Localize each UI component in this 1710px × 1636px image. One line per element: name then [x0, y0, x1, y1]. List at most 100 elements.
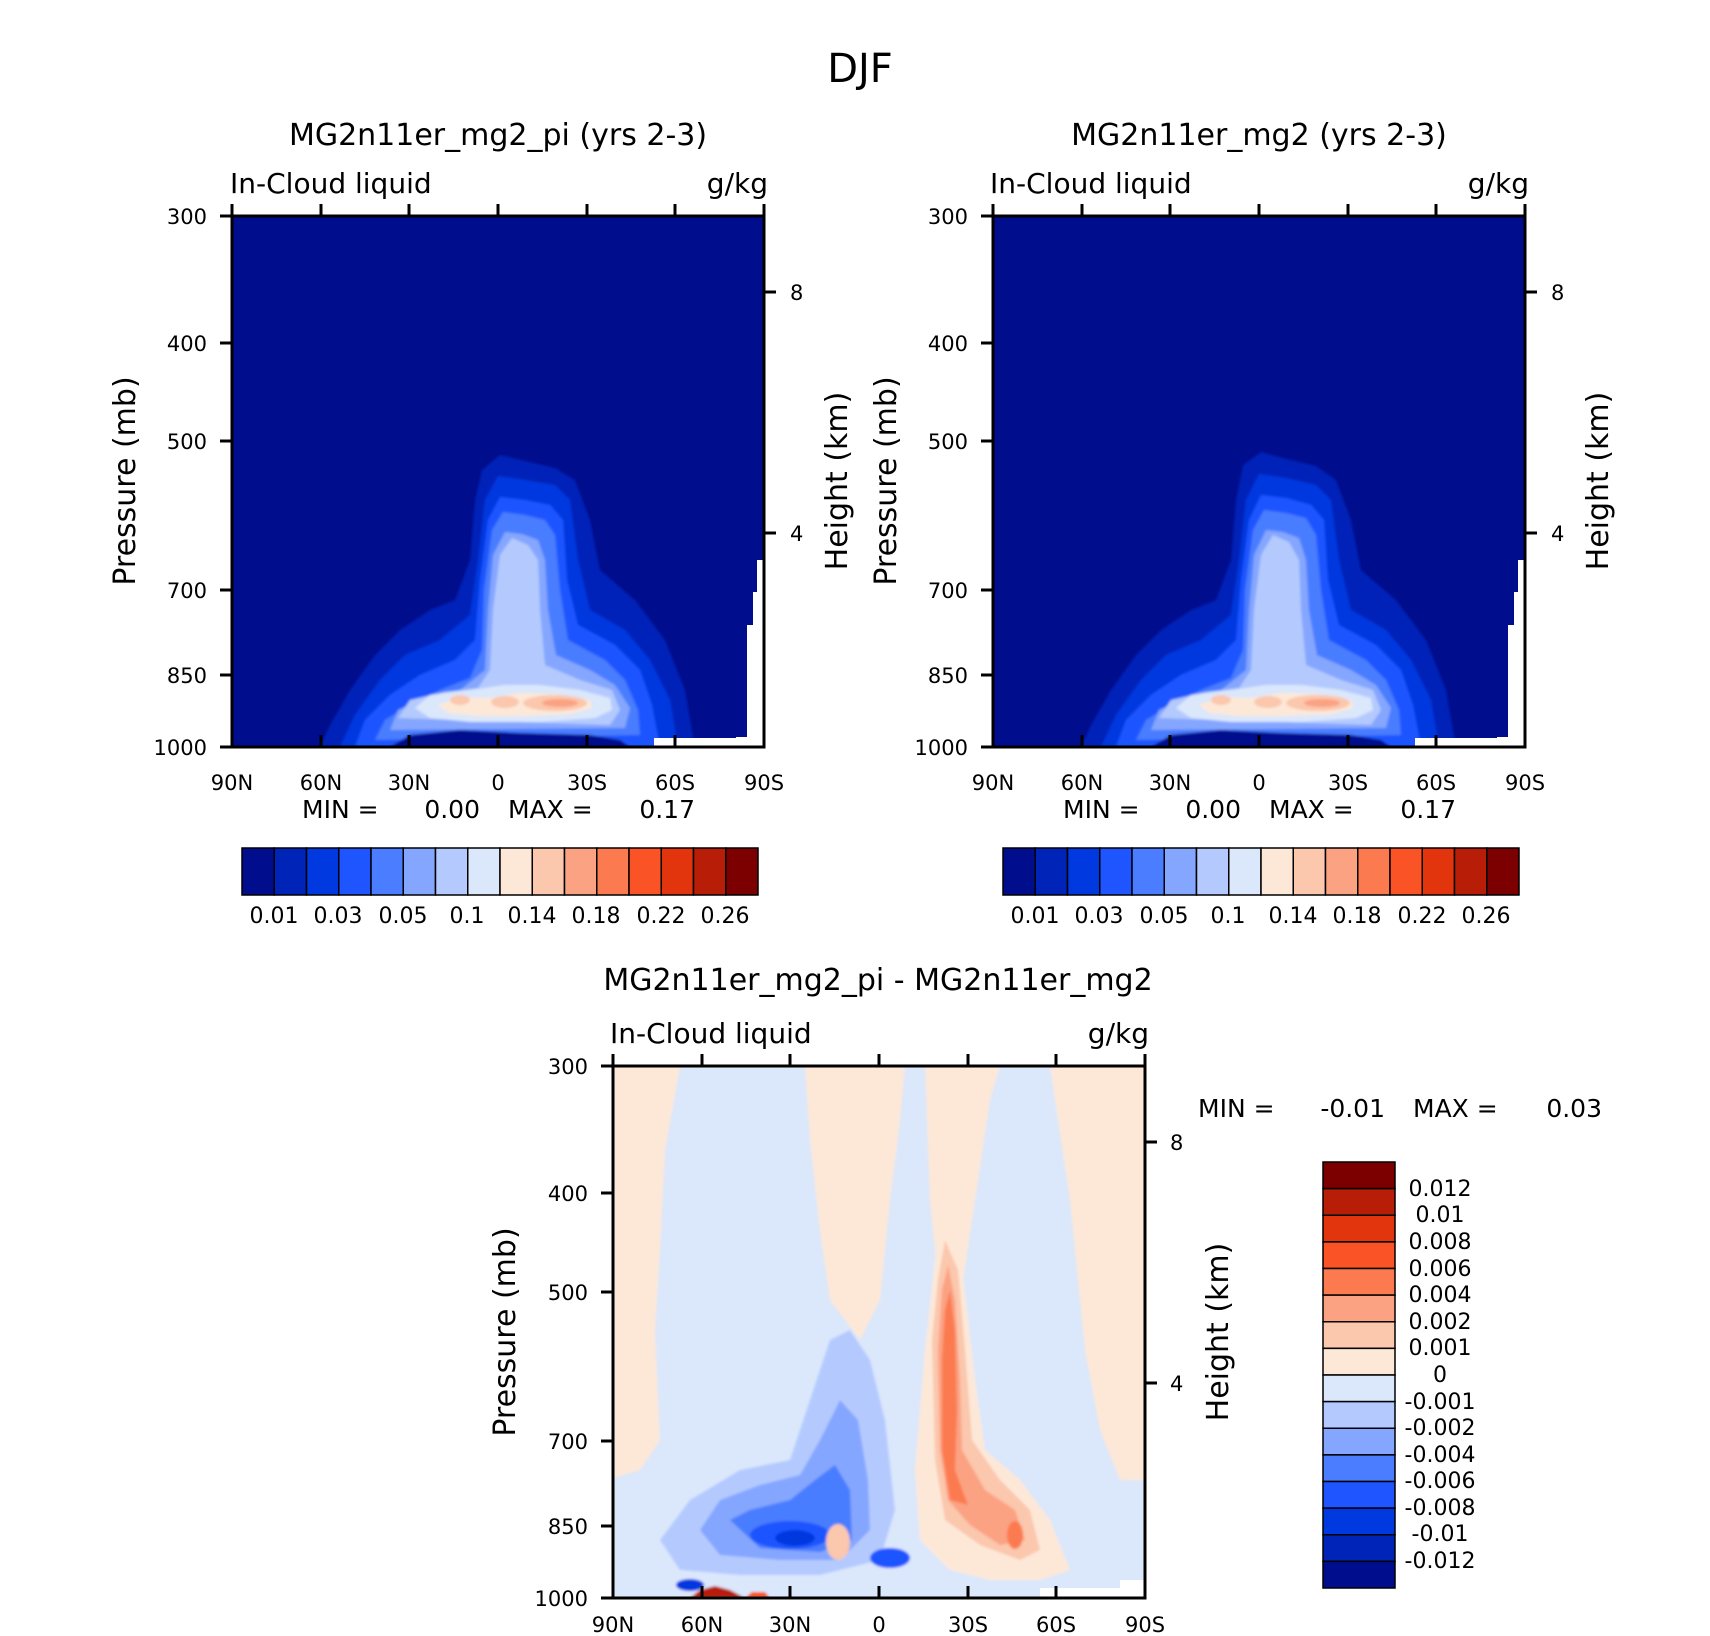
- panel-a-x-tick-label: 30S: [567, 771, 607, 795]
- panel-c-colorbar-label: -0.001: [1405, 1390, 1476, 1415]
- panel-c-colorbar-swatch: [1322, 1507, 1396, 1536]
- panel-b-colorbar-swatch: [1260, 847, 1294, 896]
- panel-c-colorbar-label: 0: [1433, 1363, 1447, 1388]
- panel-c-colorbar-label: -0.002: [1405, 1416, 1476, 1441]
- panel-b-near-surface-low: [1151, 730, 1391, 747]
- panel-c-right-label: g/kg: [1088, 1017, 1149, 1050]
- panel-b-y-tick-label: 400: [928, 332, 968, 356]
- panel-a-colorbar-swatch: [467, 847, 501, 896]
- panel-a-x-tick-label: 0: [491, 771, 504, 795]
- panel-c-y2-tick-label: 8: [1170, 1131, 1183, 1155]
- panel-b-colorbar-swatch: [1292, 847, 1327, 896]
- panel-b-level-10: [1304, 699, 1340, 707]
- panel-c-max-label: MAX =: [1413, 1094, 1498, 1123]
- panel-b-y-tick-label: 1000: [915, 736, 968, 760]
- panel-c-left-label: In-Cloud liquid: [610, 1017, 812, 1050]
- panel-a-y-tick-label: 850: [167, 664, 207, 688]
- panel-a-colorbar-swatch: [660, 847, 695, 896]
- panel-c-colorbar-label: -0.01: [1412, 1522, 1469, 1547]
- panel-b-colorbar-label: 0.14: [1269, 904, 1318, 929]
- panel-b-colorbar-swatch: [1421, 847, 1456, 896]
- panel-c-colorbar-swatch: [1322, 1560, 1396, 1589]
- panel-a-colorbar-label: 0.03: [314, 904, 363, 929]
- panel-a-x-tick-label: 30N: [388, 771, 430, 795]
- panel-a-colorbar-swatch: [402, 847, 437, 896]
- panel-b-y2-axis-label: Height (km): [1581, 392, 1616, 571]
- panel-c-x-tick-label: 60N: [681, 1613, 723, 1636]
- panel-b-colorbar-swatch: [1389, 847, 1423, 896]
- panel-b-right-label: g/kg: [1468, 167, 1529, 200]
- panel-b-x-tick-label: 90N: [972, 771, 1014, 795]
- panel-a-colorbar-label: 0.01: [250, 904, 299, 929]
- panel-a-colorbar-swatch: [273, 847, 308, 896]
- panel-b-x-tick-label: 60S: [1416, 771, 1456, 795]
- panel-a-y-tick-label: 1000: [154, 736, 207, 760]
- panel-b-y-axis-label: Pressure (mb): [869, 376, 904, 585]
- panel-a-colorbar-swatch: [434, 847, 469, 896]
- panel-c-y2-tick-label: 4: [1170, 1372, 1183, 1396]
- panel-a-x-tick-label: 90S: [744, 771, 784, 795]
- panel-c-y-axis-label: Pressure (mb): [488, 1227, 523, 1436]
- panel-a-near-surface-low: [390, 730, 630, 747]
- panel-a-y-axis-label: Pressure (mb): [108, 376, 143, 585]
- panel-b-colorbar-labels: 0.01 0.03 0.05 0.1 0.14 0.18 0.22 0.26: [1011, 904, 1511, 929]
- panel-c-blue-lvl5b: [870, 1548, 910, 1568]
- panel-a-colorbar-swatch: [628, 847, 662, 896]
- panel-c-colorbar-swatch: [1322, 1161, 1396, 1190]
- panel-b-colorbar-swatch: [1195, 847, 1230, 896]
- panel-c-negative-region: [613, 1066, 1145, 1598]
- panel-c-colorbar-label: 0.01: [1416, 1203, 1465, 1228]
- panel-b: MG2n11er_mg2 (yrs 2-3) In-Cloud liquid g…: [869, 118, 1616, 929]
- panel-a-min-value: 0.00: [424, 795, 480, 824]
- panel-b-missing-region: [1415, 560, 1525, 747]
- panel-c-y-tick-label: 850: [548, 1515, 588, 1539]
- panel-c-missing-region: [1040, 1580, 1145, 1598]
- panel-b-colorbar-label: 0.01: [1011, 904, 1060, 929]
- panel-b-level-6: [1159, 535, 1381, 725]
- panel-b-y2-tick-label: 8: [1551, 281, 1564, 305]
- panel-a-colorbar-label: 0.26: [701, 904, 750, 929]
- panel-a-colorbar-swatch: [531, 847, 566, 896]
- panel-a-y-tick-label: 300: [167, 205, 207, 229]
- panel-a-level-6: [398, 538, 620, 725]
- panel-b-min-value: 0.00: [1185, 795, 1241, 824]
- panel-b-colorbar: [1002, 847, 1520, 896]
- panel-c-y-tick-label: 300: [548, 1055, 588, 1079]
- panel-b-colorbar-swatch: [1034, 847, 1069, 896]
- panel-b-colorbar-swatch: [1357, 847, 1391, 896]
- panel-b-y-tick-label: 500: [928, 430, 968, 454]
- panel-b-x-tick-label: 0: [1252, 771, 1265, 795]
- panel-b-colorbar-swatch: [1486, 847, 1520, 896]
- panel-c-colorbar-swatch: [1322, 1480, 1396, 1509]
- panel-a-colorbar-swatch: [499, 847, 533, 896]
- panel-c-blue-lvl6: [775, 1530, 815, 1546]
- panel-a-colorbar-label: 0.18: [572, 904, 621, 929]
- panel-c-x-ticks: [601, 1054, 1157, 1600]
- panel-c-positive-lvl4b: [1007, 1521, 1023, 1549]
- panel-a-colorbar-swatch: [725, 847, 759, 896]
- panel-a-colorbar-label: 0.14: [508, 904, 557, 929]
- panel-c-min-value: -0.01: [1320, 1094, 1385, 1123]
- panel-b-colorbar-swatch: [1066, 847, 1101, 896]
- panel-c-x-tick-label: 0: [872, 1613, 885, 1636]
- panel-b-colorbar-label: 0.05: [1140, 904, 1189, 929]
- panel-c-colorbar-label: -0.006: [1405, 1469, 1476, 1494]
- panel-a-title: MG2n11er_mg2_pi (yrs 2-3): [289, 118, 707, 153]
- panel-a: MG2n11er_mg2_pi (yrs 2-3) In-Cloud liqui…: [108, 118, 855, 929]
- panel-a-y-tick-label: 700: [167, 579, 207, 603]
- panel-b-colorbar-swatch: [1002, 847, 1036, 896]
- panel-c-colorbar-swatch: [1322, 1214, 1396, 1243]
- panel-c-y-tick-label: 700: [548, 1430, 588, 1454]
- panel-c-colorbar-label: 0.008: [1409, 1230, 1472, 1255]
- panel-b-left-label: In-Cloud liquid: [990, 167, 1192, 200]
- panel-c-min-label: MIN =: [1198, 1094, 1275, 1123]
- panel-b-level-9c: [1211, 695, 1231, 705]
- panel-c-colorbar: [1322, 1161, 1396, 1589]
- panel-c-colorbar-label: 0.002: [1409, 1310, 1472, 1335]
- panel-c-colorbar-swatch: [1322, 1454, 1396, 1483]
- panel-c-colorbar-swatch: [1322, 1187, 1396, 1216]
- panel-a-colorbar-swatch: [692, 847, 727, 896]
- panel-c-x-tick-label: 30N: [769, 1613, 811, 1636]
- panel-c-y2-axis-label: Height (km): [1201, 1243, 1236, 1422]
- panel-c-positive-lvl4: [942, 1290, 968, 1505]
